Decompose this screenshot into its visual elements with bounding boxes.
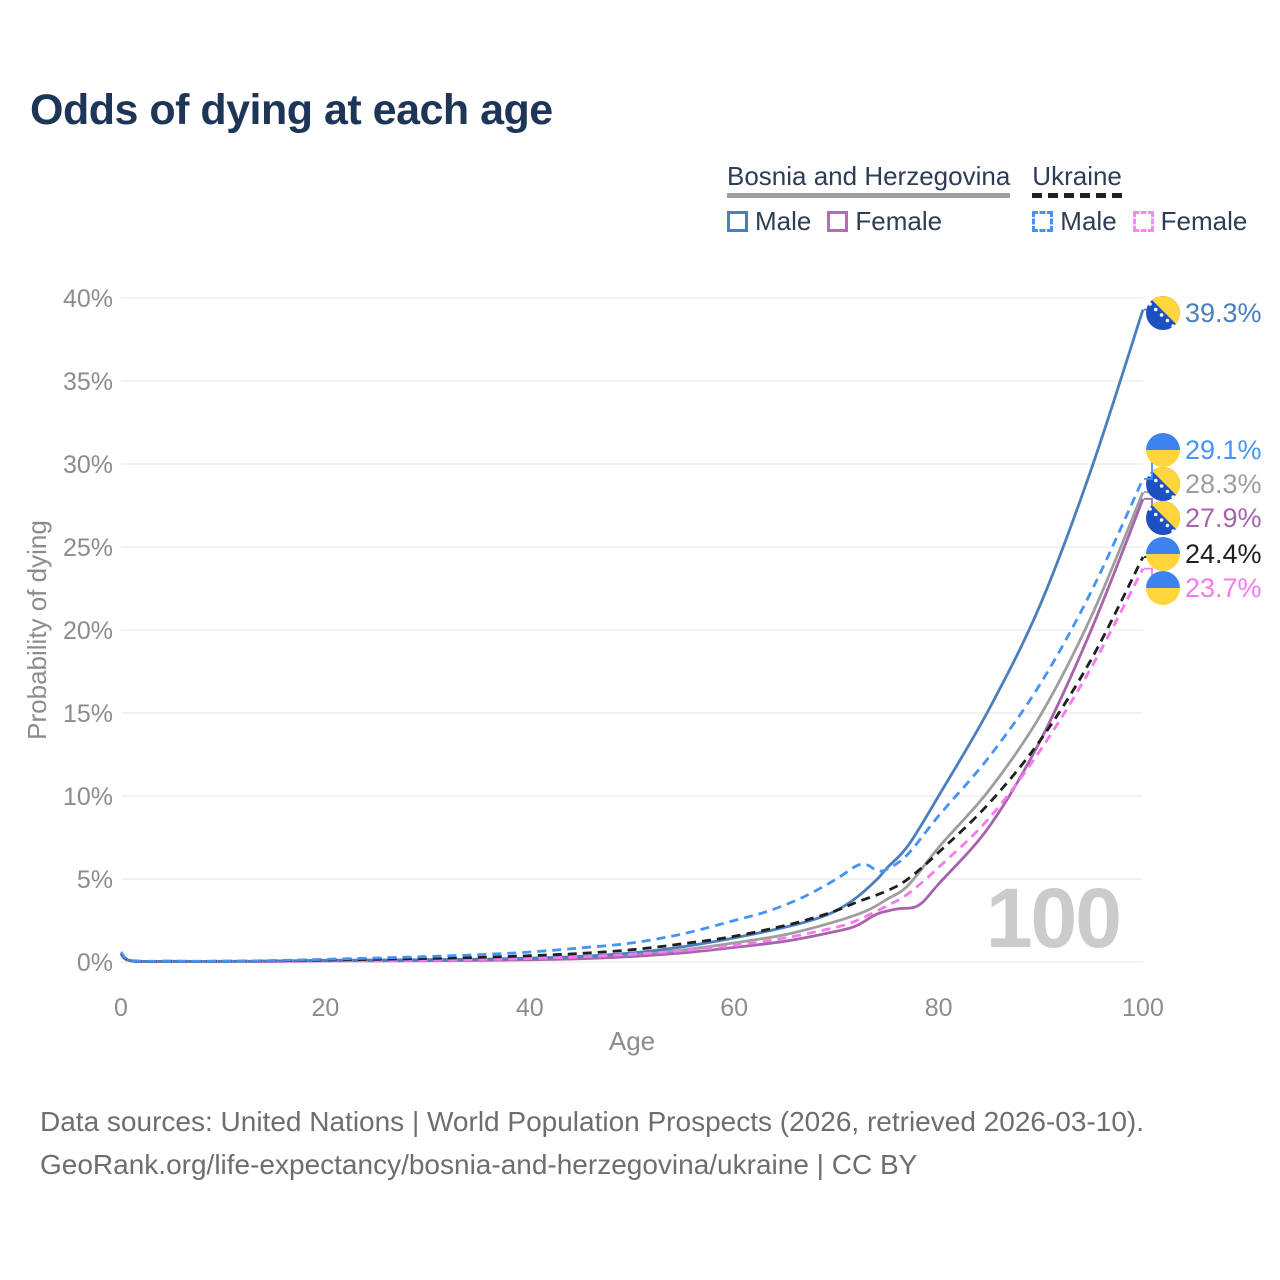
legend-label-ukraine-male: Male	[1060, 206, 1117, 236]
legend-group-bosnia: Bosnia and Herzegovina Male Female	[727, 161, 1010, 237]
legend-swatch-ukraine-male-icon	[1032, 211, 1054, 232]
flag-ua-icon	[1146, 433, 1180, 467]
y-tick-label: 10%	[63, 783, 113, 811]
legend-label-ukraine-female: Female	[1160, 206, 1248, 236]
y-tick-label: 35%	[63, 368, 113, 396]
series-line-ba-0	[119, 309, 1145, 963]
footer-data-sources: Data sources: United Nations | World Pop…	[40, 1106, 1145, 1137]
footer-attribution: GeoRank.org/life-expectancy/bosnia-and-h…	[40, 1149, 918, 1180]
legend-bosnia-line-sample	[727, 193, 1010, 198]
legend-swatch-bosnia-male-icon	[727, 211, 748, 232]
x-tick-label: 40	[516, 994, 544, 1022]
end-value-label-1: 28.3%	[1185, 469, 1262, 499]
end-value-label-4: 24.4%	[1185, 539, 1262, 569]
y-tick-label: 25%	[63, 534, 113, 562]
legend: Bosnia and Herzegovina Male Female Ukrai…	[727, 161, 1247, 237]
x-tick-label: 0	[114, 994, 128, 1022]
x-axis-title: Age	[609, 1026, 655, 1056]
end-value-label-5: 23.7%	[1185, 573, 1262, 603]
legend-group-ukraine-label: Ukraine	[1032, 161, 1122, 191]
flag-ua-icon	[1146, 571, 1180, 605]
y-tick-label: 40%	[63, 285, 113, 313]
end-value-label-3: 29.1%	[1185, 435, 1262, 465]
y-axis-title: Probability of dying	[22, 520, 52, 740]
legend-label-bosnia-female: Female	[855, 206, 943, 236]
x-tick-label: 60	[720, 994, 748, 1022]
end-value-label-2: 27.9%	[1185, 503, 1262, 533]
flag-ba-icon	[1146, 501, 1180, 535]
watermark-age: 100	[986, 871, 1120, 965]
legend-ukraine-line-sample	[1032, 193, 1123, 198]
x-tick-label: 100	[1122, 994, 1164, 1022]
footer: Data sources: United Nations | World Pop…	[40, 1100, 1144, 1186]
y-tick-label: 20%	[63, 617, 113, 645]
y-tick-label: 5%	[77, 866, 113, 894]
series-line-ua-3	[119, 478, 1145, 963]
flag-ua-icon	[1146, 537, 1180, 571]
y-tick-label: 0%	[77, 949, 113, 977]
y-tick-label: 30%	[63, 451, 113, 479]
legend-group-ukraine: Ukraine Male Female	[1032, 161, 1247, 237]
legend-group-bosnia-label: Bosnia and Herzegovina	[727, 161, 1011, 191]
flag-ba-icon	[1146, 296, 1180, 330]
x-tick-label: 80	[925, 994, 953, 1022]
legend-bosnia-items: Male Female	[727, 206, 1010, 237]
y-tick-label: 15%	[63, 700, 113, 728]
x-tick-label: 20	[311, 994, 339, 1022]
legend-swatch-ukraine-female-icon	[1132, 211, 1154, 232]
legend-label-bosnia-male: Male	[755, 206, 812, 236]
end-value-label-0: 39.3%	[1185, 298, 1262, 328]
legend-swatch-bosnia-female-icon	[827, 211, 849, 232]
legend-ukraine-items: Male Female	[1032, 206, 1247, 237]
chart-title: Odds of dying at each age	[30, 86, 553, 134]
series-line-ua-4	[119, 556, 1145, 963]
